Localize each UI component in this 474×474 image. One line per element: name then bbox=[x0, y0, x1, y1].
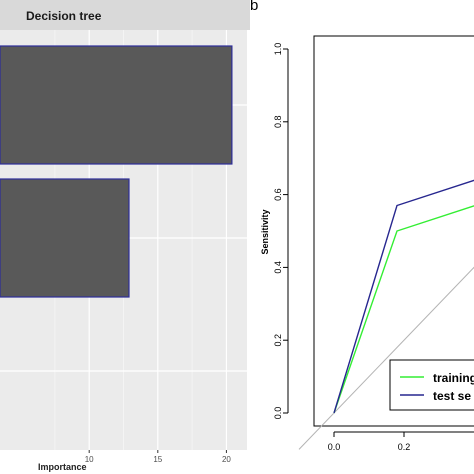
legend: training test se bbox=[389, 359, 474, 411]
x-tick-label: 15 bbox=[153, 455, 162, 464]
x-axis-ticks: 10 15 20 bbox=[85, 450, 231, 464]
legend-box bbox=[389, 359, 474, 411]
x-tick-label: 10 bbox=[85, 455, 94, 464]
decision-tree-importance-chart: Decision tree 10 15 20 Importance bbox=[0, 0, 250, 472]
importance-bar bbox=[0, 45, 233, 165]
plot-box bbox=[313, 35, 474, 427]
test-roc-line bbox=[333, 179, 474, 414]
y-tick-label: 0.8 bbox=[273, 116, 283, 129]
y-axis-label: Sensitivity bbox=[260, 209, 270, 254]
y-tick-label: 0.4 bbox=[273, 261, 283, 274]
x-axis-label: Importance bbox=[38, 462, 87, 472]
x-tick-label: 0.2 bbox=[398, 442, 411, 452]
panel-label: b bbox=[250, 0, 259, 14]
training-roc-line bbox=[333, 205, 474, 414]
reference-diagonal-line bbox=[298, 266, 474, 450]
y-tick-label: 0.0 bbox=[273, 407, 283, 420]
legend-label: test se bbox=[433, 389, 471, 403]
y-tick-label: 1.0 bbox=[273, 43, 283, 56]
x-axis: 0.0 0.2 bbox=[328, 431, 474, 452]
roc-curve-chart: 0.0 0.2 0.4 0.6 0.8 1.0 0.0 0.2 Sensitivity tr… bbox=[260, 35, 474, 452]
x-tick-label: 0.0 bbox=[328, 442, 341, 452]
plot-title-strip bbox=[0, 0, 250, 30]
y-axis: 0.0 0.2 0.4 0.6 0.8 1.0 bbox=[273, 43, 289, 420]
x-tick-label: 20 bbox=[222, 455, 231, 464]
bars bbox=[0, 45, 233, 298]
y-tick-label: 0.2 bbox=[273, 334, 283, 347]
y-tick-label: 0.6 bbox=[273, 188, 283, 201]
importance-bar bbox=[0, 178, 130, 298]
roc-series-lines bbox=[333, 179, 474, 414]
legend-label: training bbox=[433, 371, 474, 385]
chart-title: Decision tree bbox=[26, 9, 102, 23]
